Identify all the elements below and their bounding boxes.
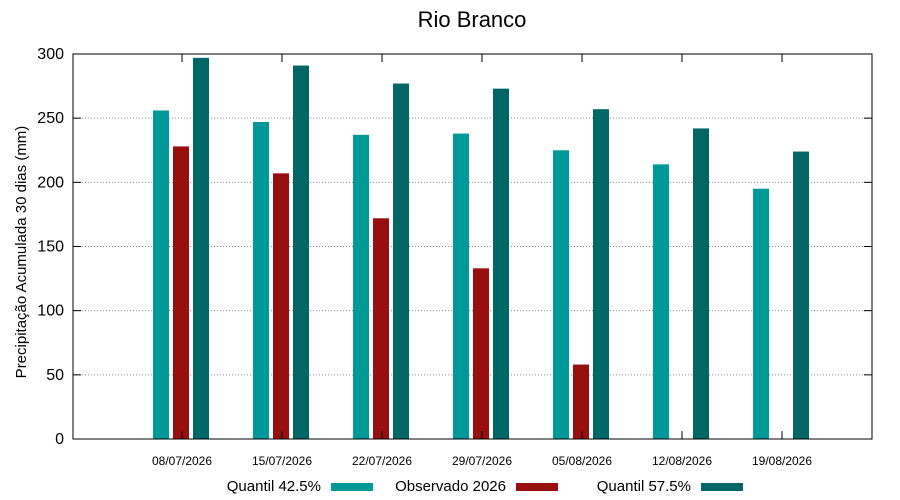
bar-observado-2026 [373, 218, 389, 439]
grid-layer [73, 117, 872, 376]
legend-swatch [331, 483, 373, 491]
legend-label: Quantil 57.5% [597, 478, 691, 495]
legend: Quantil 42.5% Observado 2026 Quantil 57.5% [227, 478, 743, 495]
x-tick-label: 12/08/2026 [652, 454, 712, 468]
bar-quantil-57-5 [193, 57, 209, 439]
bar-quantil-42-5 [553, 150, 569, 439]
bar-quantil-42-5 [153, 110, 169, 439]
x-tick-label: 08/07/2026 [152, 454, 212, 468]
x-tick-label: 22/07/2026 [352, 454, 412, 468]
bar-quantil-57-5 [793, 151, 809, 440]
y-tick-label: 200 [37, 174, 64, 191]
bar-quantil-42-5 [653, 164, 669, 439]
bar-observado-2026 [173, 146, 189, 439]
bar-quantil-57-5 [593, 109, 609, 439]
y-tick-label: 0 [55, 431, 64, 448]
x-tick-label: 19/08/2026 [752, 454, 812, 468]
legend-label: Observado 2026 [395, 478, 506, 495]
bar-quantil-42-5 [353, 134, 369, 439]
y-tick-label: 250 [37, 110, 64, 127]
legend-swatch [516, 483, 558, 491]
bar-observado-2026 [473, 268, 489, 439]
bar-quantil-42-5 [753, 188, 769, 439]
y-tick-label: 50 [46, 367, 64, 384]
legend-label: Quantil 42.5% [227, 478, 321, 495]
x-tick-label: 05/08/2026 [552, 454, 612, 468]
bar-quantil-42-5 [453, 133, 469, 440]
bar-quantil-57-5 [393, 83, 409, 440]
bars-layer [153, 57, 809, 440]
y-tick-label: 100 [37, 303, 64, 320]
bar-observado-2026 [273, 173, 289, 439]
bar-quantil-57-5 [693, 128, 709, 439]
legend-swatch [701, 483, 743, 491]
y-axis-label: Precipitação Acumulada 30 dias (mm) [13, 126, 30, 379]
chart-title: Rio Branco [418, 7, 527, 32]
bar-observado-2026 [573, 364, 589, 439]
bar-quantil-57-5 [493, 88, 509, 440]
x-tick-label: 29/07/2026 [452, 454, 512, 468]
y-tick-label: 300 [37, 46, 64, 63]
ticks-layer: 0 50 100 150 200 250 300 08/07/2026 15/07/2026 22… [37, 46, 872, 468]
bar-quantil-42-5 [253, 122, 269, 440]
bar-quantil-57-5 [293, 65, 309, 440]
x-tick-label: 15/07/2026 [252, 454, 312, 468]
y-tick-label: 150 [37, 239, 64, 256]
